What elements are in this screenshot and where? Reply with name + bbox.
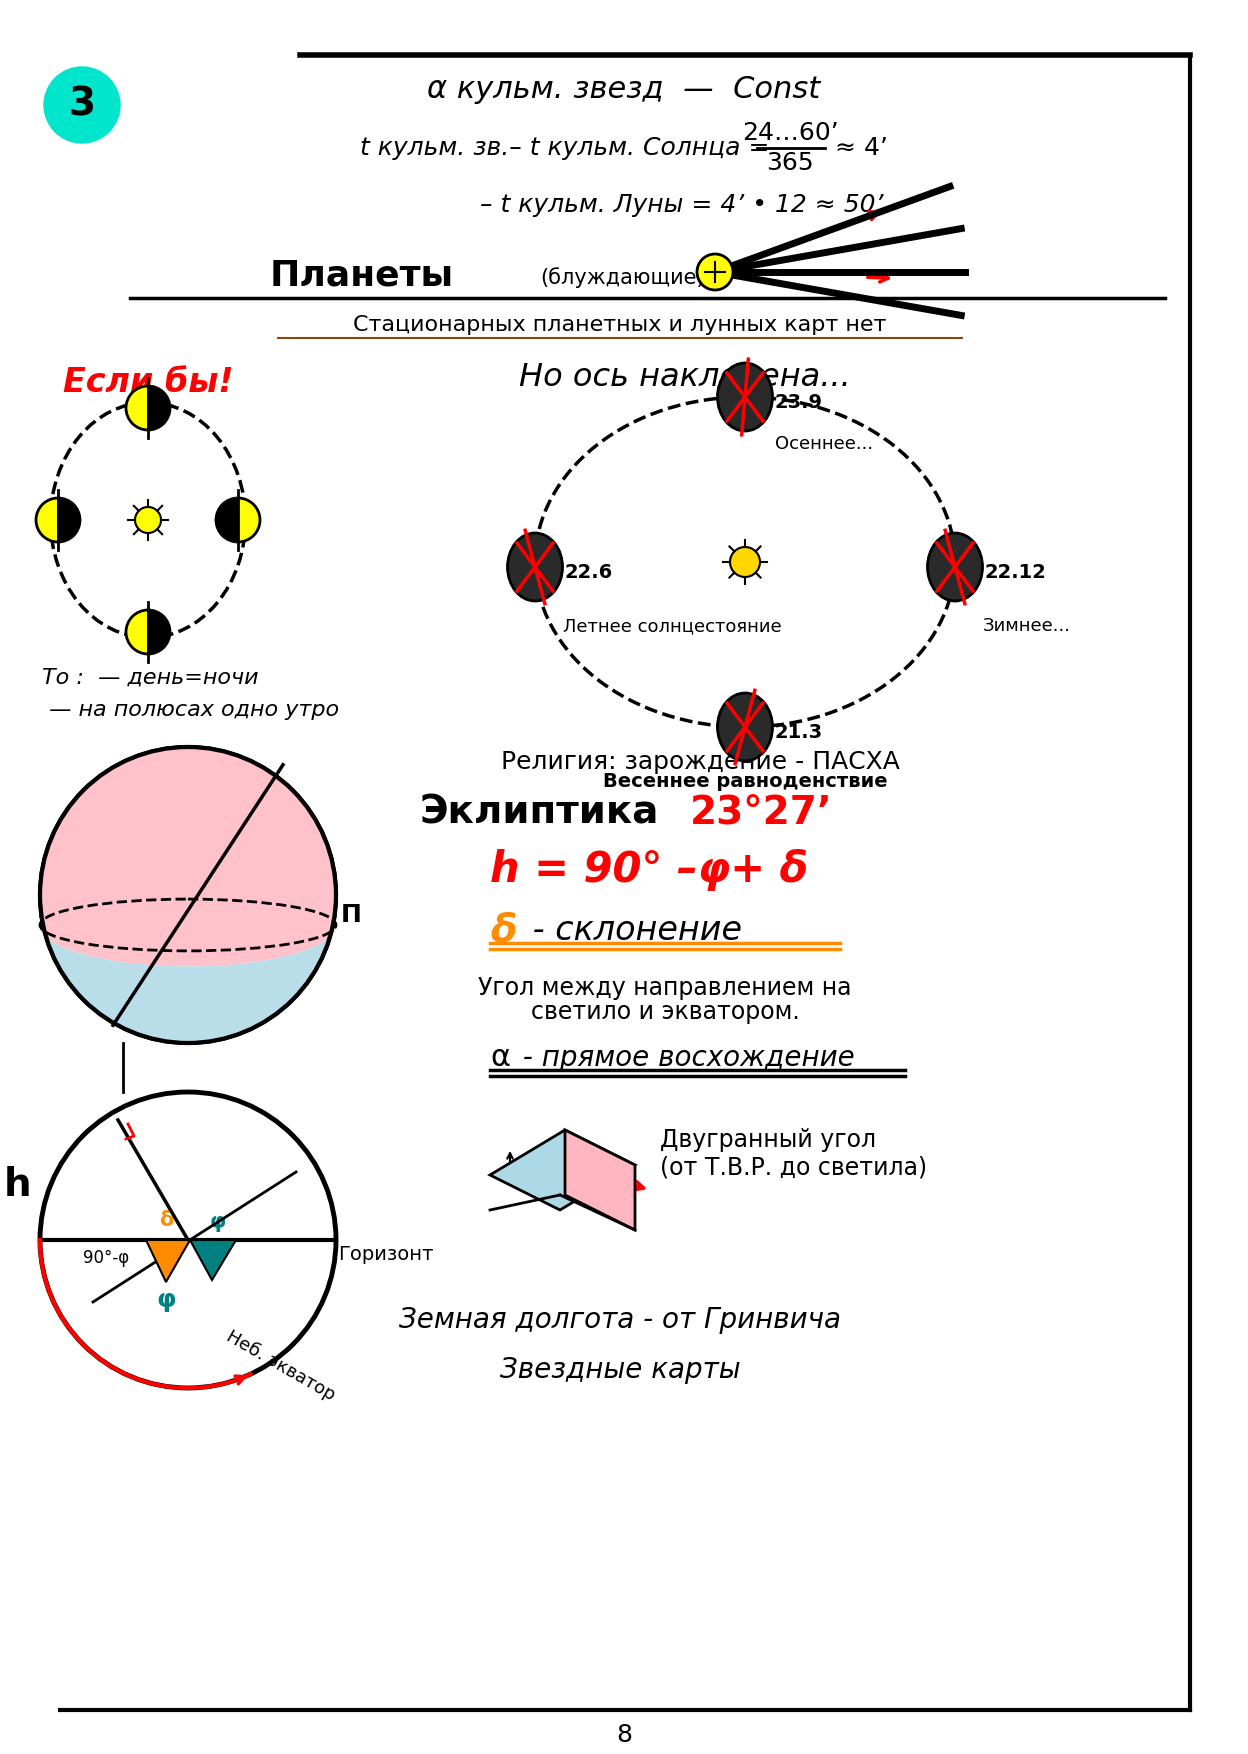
Circle shape <box>126 610 170 654</box>
Text: h = 90° –φ+ δ: h = 90° –φ+ δ <box>490 849 809 891</box>
Circle shape <box>40 747 336 1044</box>
Polygon shape <box>190 1240 236 1280</box>
Text: 22.6: 22.6 <box>565 563 613 582</box>
Text: Стационарных планетных и лунных карт нет: Стационарных планетных и лунных карт нет <box>353 316 886 335</box>
Polygon shape <box>565 1130 635 1230</box>
Text: Осеннее...: Осеннее... <box>775 435 874 453</box>
Text: 8: 8 <box>617 1722 631 1747</box>
Text: Религия: зарождение - ПАСХА: Религия: зарождение - ПАСХА <box>500 751 900 774</box>
Text: Летнее солнцестояние: Летнее солнцестояние <box>563 617 781 635</box>
Text: Весеннее равноденствие: Весеннее равноденствие <box>603 772 887 791</box>
Text: 23°27’: 23°27’ <box>690 795 832 831</box>
Text: светило и экватором.: светило и экватором. <box>530 1000 800 1024</box>
Text: 22.12: 22.12 <box>985 563 1047 582</box>
Text: То :  — день=ночи: То : — день=ночи <box>42 668 258 688</box>
Text: Земная долгота - от Гринвича: Земная долгота - от Гринвича <box>399 1307 841 1335</box>
Polygon shape <box>146 1240 190 1282</box>
Text: П: П <box>341 903 362 928</box>
Text: Но ось наклонена...: Но ось наклонена... <box>519 363 851 393</box>
Circle shape <box>216 498 260 542</box>
Text: Если бы!: Если бы! <box>62 365 233 398</box>
Text: 21.3: 21.3 <box>775 723 824 742</box>
Text: φ: φ <box>210 1212 226 1231</box>
Circle shape <box>44 67 120 144</box>
Polygon shape <box>40 895 336 1044</box>
Polygon shape <box>40 747 336 966</box>
Ellipse shape <box>718 363 773 431</box>
Text: 3: 3 <box>69 86 96 125</box>
Text: φ: φ <box>156 1287 176 1312</box>
Circle shape <box>40 1093 336 1387</box>
Text: Эклиптика: Эклиптика <box>421 795 659 831</box>
Text: Зимнее...: Зимнее... <box>983 617 1071 635</box>
Text: α: α <box>490 1044 510 1072</box>
Ellipse shape <box>927 533 982 602</box>
Text: δ: δ <box>490 910 517 949</box>
Text: Угол между направлением на: Угол между направлением на <box>478 975 851 1000</box>
Text: t кульм. зв.– t кульм. Солнца =: t кульм. зв.– t кульм. Солнца = <box>359 137 770 160</box>
Text: Неб. экватор: Неб. экватор <box>223 1328 338 1405</box>
Text: 365: 365 <box>766 151 814 175</box>
Polygon shape <box>490 1130 635 1210</box>
Text: ≈ 4’: ≈ 4’ <box>835 137 889 160</box>
Text: 23.9: 23.9 <box>775 393 822 412</box>
Text: h: h <box>4 1166 31 1203</box>
Circle shape <box>126 386 170 430</box>
Text: (от Т.В.Р. до светила): (от Т.В.Р. до светила) <box>660 1156 927 1180</box>
Wedge shape <box>149 610 170 654</box>
Text: Планеты: Планеты <box>270 258 454 291</box>
Text: δ: δ <box>158 1210 173 1230</box>
Text: - прямое восхождение: - прямое восхождение <box>514 1044 855 1072</box>
Text: – t кульм. Луны = 4’ • 12 ≈ 50’: – t кульм. Луны = 4’ • 12 ≈ 50’ <box>480 193 884 217</box>
Wedge shape <box>57 498 80 542</box>
Circle shape <box>36 498 80 542</box>
Wedge shape <box>149 386 170 430</box>
Text: 90°-φ: 90°-φ <box>82 1249 129 1266</box>
Ellipse shape <box>718 693 773 761</box>
Text: — на полюсах одно утро: — на полюсах одно утро <box>42 700 339 719</box>
Text: - склонение: - склонение <box>522 914 743 947</box>
Ellipse shape <box>508 533 563 602</box>
Text: Двугранный угол: Двугранный угол <box>660 1128 876 1152</box>
Wedge shape <box>216 498 238 542</box>
Text: Горизонт: Горизонт <box>338 1245 433 1263</box>
Circle shape <box>135 507 161 533</box>
Text: α кульм. звезд  —  Const: α кульм. звезд — Const <box>427 75 821 105</box>
Text: Звездные карты: Звездные карты <box>499 1356 740 1384</box>
Circle shape <box>730 547 760 577</box>
Text: 24…60’: 24…60’ <box>741 121 839 146</box>
Circle shape <box>696 254 733 289</box>
Text: (блуждающие): (блуждающие) <box>540 268 705 288</box>
